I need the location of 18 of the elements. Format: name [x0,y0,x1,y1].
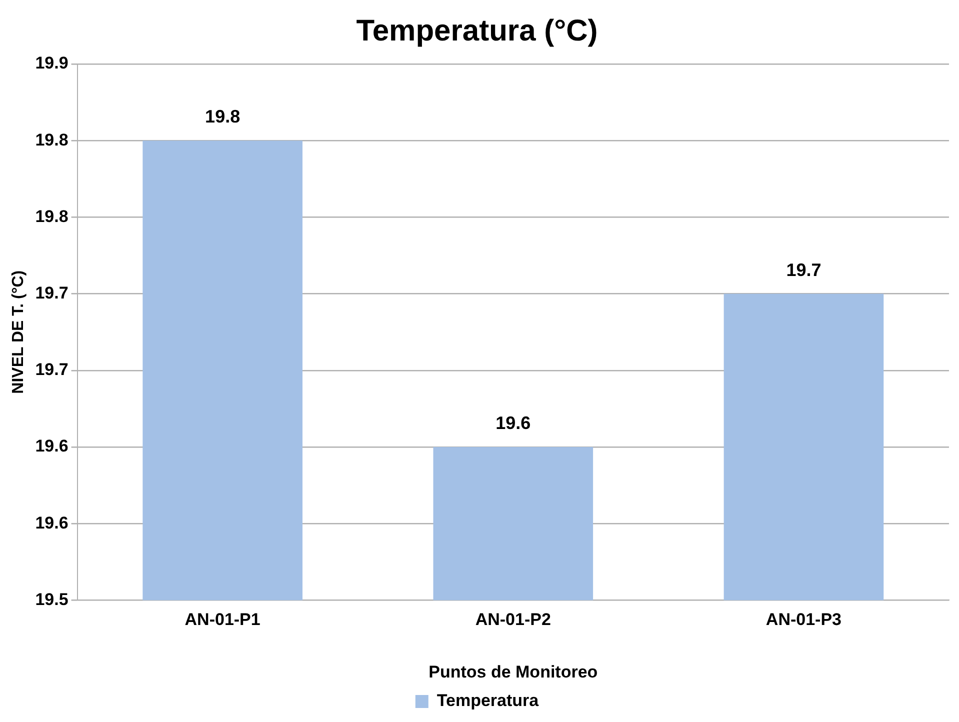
x-axis-title: Puntos de Monitoreo [428,662,598,682]
y-tick-label: 19.7 [35,283,68,302]
x-tick-label: AN-01-P3 [766,610,842,630]
y-tick-label: 19.6 [35,436,68,456]
chart-title: Temperatura (°C) [356,14,598,48]
x-tick-label: AN-01-P1 [184,610,260,630]
y-tick-label: 19.8 [35,206,68,226]
x-tick-label: AN-01-P2 [475,610,551,630]
y-tick-label: 19.7 [35,360,68,380]
data-label: 19.8 [205,106,240,127]
y-tick-label: 19.6 [35,513,68,532]
y-tick-label: 19.9 [35,54,68,73]
data-label: 19.6 [496,412,531,433]
y-tick-label: 19.5 [35,590,68,609]
y-axis-title: NIVEL DE T. (°C) [10,270,28,394]
y-tick-label: 19.8 [35,130,68,150]
data-label: 19.7 [786,260,822,280]
legend-label: Temperatura [436,691,540,710]
